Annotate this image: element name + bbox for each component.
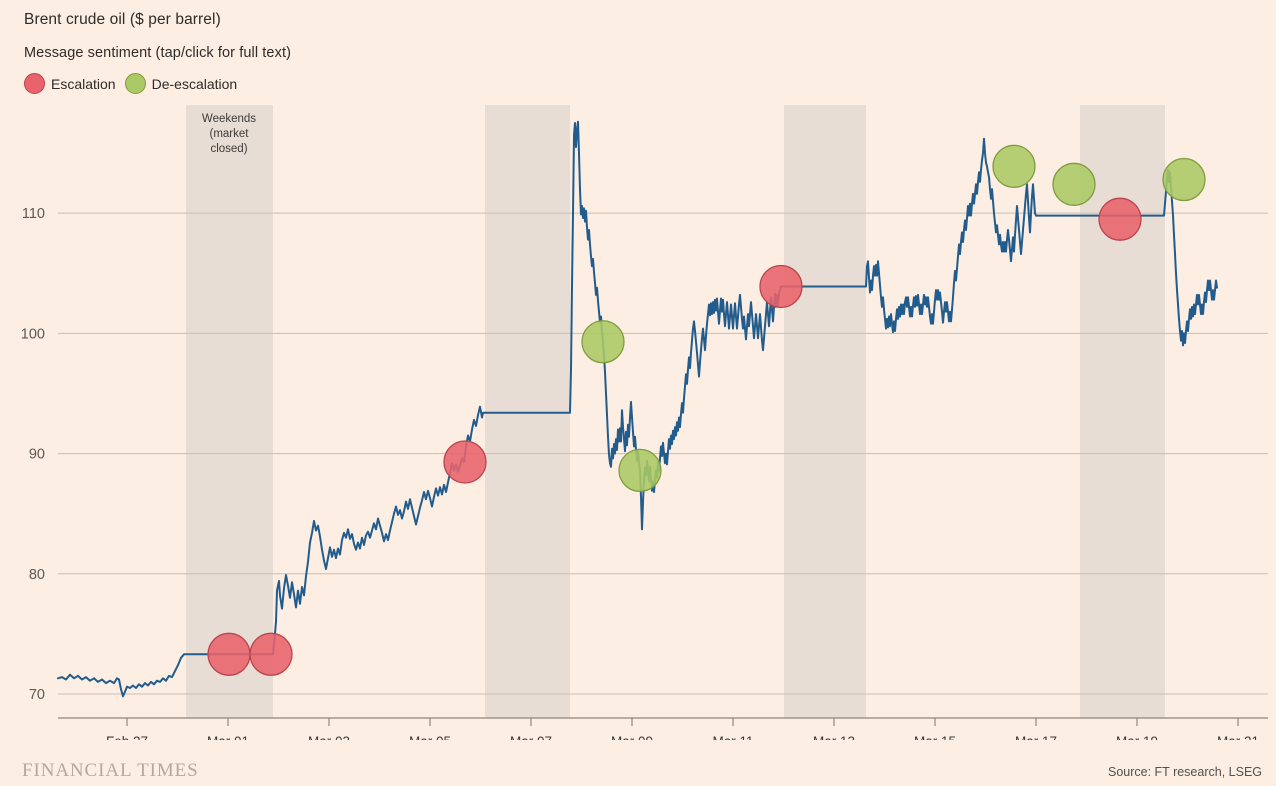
y-tick-label: 110 [22, 206, 45, 222]
escalation-marker[interactable] [207, 632, 251, 676]
y-tick-label: 90 [29, 447, 45, 463]
y-tick-label: 70 [29, 687, 45, 703]
line-chart[interactable]: 70 80 90 100 110 Weekends (market closed) Feb … [0, 0, 1276, 740]
x-tick-label: Mar 13 [813, 734, 855, 740]
legend: Escalation De-escalation [24, 73, 237, 94]
legend-title: Message sentiment (tap/click for full te… [24, 45, 292, 61]
source-credit: Source: FT research, LSEG [1108, 765, 1262, 779]
x-tick-label: Mar 07 [510, 734, 552, 740]
x-tick-label: Mar 05 [409, 734, 451, 740]
escalation-swatch-icon [24, 73, 45, 94]
x-tick-label: Mar 21 [1217, 734, 1259, 740]
markers-layer[interactable] [207, 144, 1206, 676]
chart-title: Brent crude oil ($ per barrel) [24, 11, 221, 28]
de-escalation-marker[interactable] [1052, 162, 1096, 206]
de-escalation-marker[interactable] [618, 448, 662, 493]
x-tick-label: Mar 17 [1015, 734, 1057, 740]
escalation-marker[interactable] [1098, 197, 1142, 241]
x-tick-label: Mar 03 [308, 734, 350, 740]
escalation-marker[interactable] [759, 264, 803, 309]
series-layer [57, 120, 1218, 698]
escalation-marker[interactable] [249, 632, 293, 676]
ft-brand-logo: FINANCIAL TIMES [22, 760, 199, 781]
x-tick-label: Mar 19 [1116, 734, 1158, 740]
de-escalation-swatch-icon [124, 73, 146, 94]
x-tick-label: Mar 11 [712, 734, 753, 740]
y-tick-label: 100 [21, 326, 45, 342]
legend-label-escalation: Escalation [51, 75, 116, 92]
legend-item-de-escalation[interactable]: De-escalation [124, 73, 238, 94]
weekend-annotation-line: (market [210, 128, 250, 140]
weekend-band [784, 105, 866, 718]
weekend-band [485, 105, 570, 718]
x-tick-label: Mar 09 [611, 734, 653, 740]
x-axis: Feb 27 Mar 01 Mar 03 Mar 05 Mar 07 Mar 09 Mar … [58, 717, 1268, 740]
de-escalation-marker[interactable] [1162, 157, 1206, 202]
annotations-layer: Weekends (market closed) [202, 113, 256, 155]
x-tick-label: Mar 15 [914, 734, 956, 740]
weekend-bands [186, 105, 1165, 718]
x-tick-label: Feb 27 [106, 734, 148, 740]
de-escalation-marker[interactable] [581, 320, 625, 364]
legend-item-escalation[interactable]: Escalation [24, 73, 116, 94]
weekend-annotation-line: closed) [210, 143, 247, 155]
y-tick-label: 80 [29, 567, 45, 583]
de-escalation-marker[interactable] [992, 144, 1036, 188]
weekend-band [1080, 105, 1165, 718]
price-line [57, 120, 1218, 698]
gridlines [58, 212, 1268, 695]
escalation-marker[interactable] [443, 440, 487, 484]
y-axis-labels: 70 80 90 100 110 [21, 206, 45, 703]
legend-label-de-escalation: De-escalation [151, 75, 238, 92]
weekend-annotation-line: Weekends [202, 113, 256, 125]
weekend-band [186, 105, 273, 718]
x-tick-label: Mar 01 [207, 734, 249, 740]
